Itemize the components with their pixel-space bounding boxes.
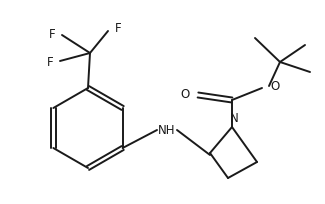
Text: O: O: [181, 88, 190, 101]
Text: NH: NH: [158, 123, 176, 136]
Text: F: F: [46, 57, 53, 70]
Text: F: F: [115, 22, 122, 35]
Text: O: O: [270, 80, 279, 92]
Text: F: F: [48, 28, 55, 41]
Text: N: N: [230, 112, 238, 125]
